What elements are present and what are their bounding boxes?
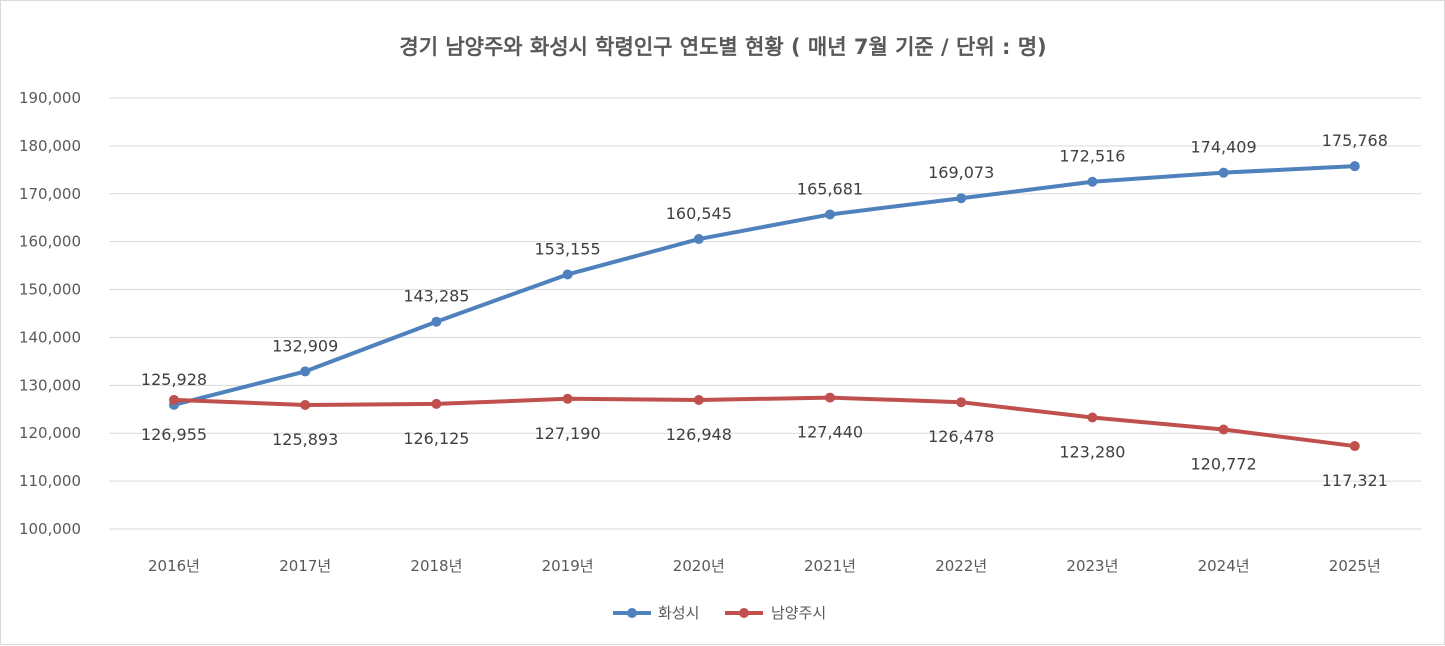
x-tick-label: 2021년 (804, 557, 856, 575)
data-label: 126,948 (666, 425, 732, 444)
data-label: 172,516 (1059, 147, 1125, 166)
legend-label: 남양주시 (771, 604, 826, 622)
legend-label: 화성시 (658, 604, 699, 622)
data-label: 120,772 (1191, 455, 1257, 474)
legend: 화성시 남양주시 (613, 604, 826, 622)
data-label: 126,478 (928, 427, 994, 446)
series-2-point (1218, 424, 1229, 435)
series-2-point (562, 393, 573, 404)
series-1-point (956, 193, 967, 204)
series-2-point (1349, 441, 1360, 452)
y-tick-label: 190,000 (19, 89, 81, 107)
legend-swatch-marker (627, 608, 637, 618)
data-label: 125,893 (272, 430, 338, 449)
series-1-point (1218, 167, 1229, 178)
x-tick-label: 2024년 (1198, 557, 1250, 575)
y-tick-label: 120,000 (19, 424, 81, 442)
series-2-point (431, 398, 442, 409)
series-2-point (169, 394, 179, 405)
x-tick-label: 2023년 (1066, 557, 1118, 575)
data-label: 126,955 (141, 425, 207, 444)
y-tick-label: 110,000 (19, 472, 81, 490)
data-label: 169,073 (928, 163, 994, 182)
x-tick-label: 2019년 (542, 557, 594, 575)
series-1-point (431, 316, 442, 327)
data-label: 153,155 (535, 239, 601, 258)
x-tick-label: 2020년 (673, 557, 725, 575)
chart-title: 경기 남양주와 화성시 학령인구 연도별 현황 ( 매년 7월 기준 / 단위 … (399, 35, 1046, 59)
x-tick-label: 2022년 (935, 557, 987, 575)
series-1-point (1087, 176, 1098, 187)
y-tick-label: 170,000 (19, 185, 81, 203)
x-tick-label: 2017년 (279, 557, 331, 575)
data-label: 125,928 (141, 370, 207, 389)
y-tick-label: 160,000 (19, 233, 81, 251)
data-label: 160,545 (666, 204, 732, 223)
series-2-point (693, 394, 704, 405)
data-label: 143,285 (403, 287, 469, 306)
series-2-point (825, 392, 835, 403)
x-axis-ticks: 2016년 2017년 2018년 2019년 2020년 2021년 2022년 2023년… (148, 557, 1381, 575)
series-2-point (300, 400, 311, 411)
series-1-point (562, 269, 573, 280)
series-line-1 (172, 164, 1357, 407)
series-2-point (956, 397, 967, 408)
series-1-point (1349, 161, 1360, 172)
gridlines (109, 97, 1421, 530)
series-line-2 (172, 395, 1357, 449)
y-axis-ticks: 190,000 180,000 170,000 160,000 150,000 140,0… (19, 89, 81, 538)
series-1-point (825, 209, 835, 220)
data-label: 127,190 (535, 424, 601, 443)
series-group (169, 161, 1360, 452)
data-label: 165,681 (797, 179, 863, 198)
data-labels: 125,928 132,909 143,285 153,155 160,545 165,6… (141, 131, 1388, 490)
x-tick-label: 2016년 (148, 557, 200, 575)
y-tick-label: 100,000 (19, 520, 81, 538)
data-label: 175,768 (1322, 131, 1388, 150)
y-tick-label: 140,000 (19, 328, 81, 346)
legend-swatch-marker (739, 608, 749, 618)
series-2-point (1087, 412, 1098, 423)
data-label: 126,125 (403, 429, 469, 448)
data-label: 174,409 (1191, 138, 1257, 157)
series-1-point (300, 366, 311, 377)
series-1-point (693, 234, 704, 245)
y-tick-label: 130,000 (19, 376, 81, 394)
data-label: 123,280 (1059, 443, 1125, 462)
data-label: 117,321 (1322, 471, 1388, 490)
y-tick-label: 150,000 (19, 281, 81, 299)
x-tick-label: 2025년 (1329, 557, 1381, 575)
data-label: 127,440 (797, 423, 863, 442)
x-tick-label: 2018년 (410, 557, 462, 575)
y-tick-label: 180,000 (19, 137, 81, 155)
data-label: 132,909 (272, 336, 338, 355)
